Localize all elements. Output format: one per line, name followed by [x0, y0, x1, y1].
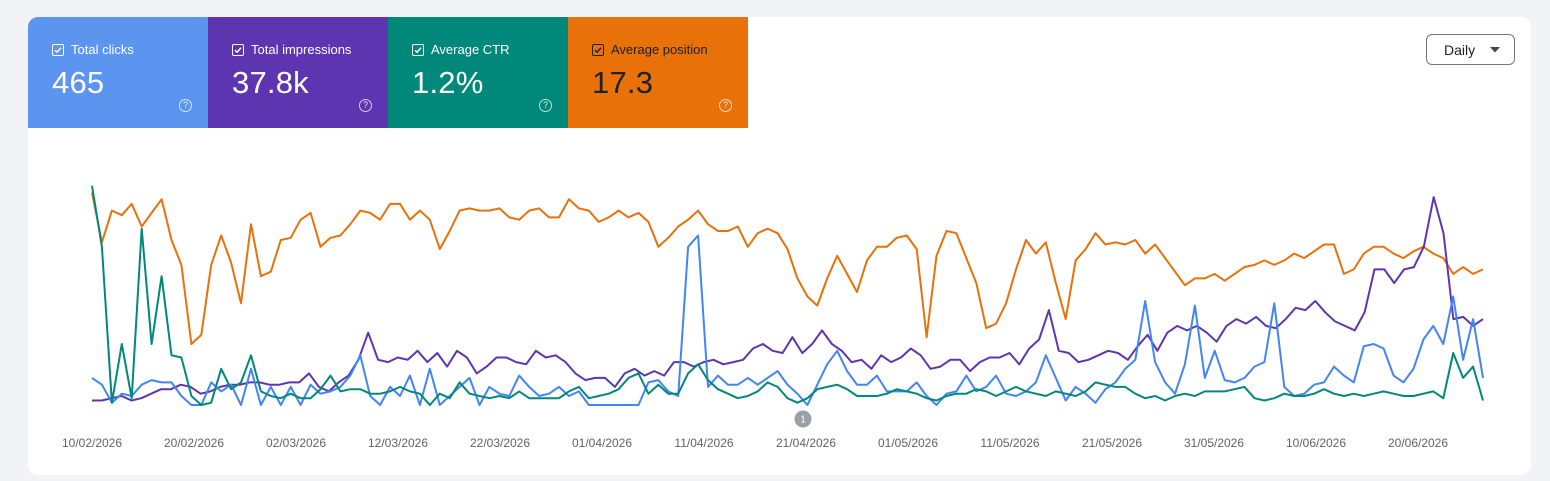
checkbox-checked-icon[interactable]	[232, 43, 244, 56]
x-tick-label: 10/06/2026	[1286, 436, 1346, 450]
series-line-total-clicks	[91, 234, 1484, 406]
annotation-badge-icon	[794, 410, 812, 428]
series-line-average-position	[91, 192, 1484, 345]
caret-down-icon	[1490, 47, 1500, 53]
metric-label: Total impressions	[251, 42, 352, 57]
x-tick-label: 31/05/2026	[1184, 436, 1244, 450]
x-tick-label: 20/06/2026	[1388, 436, 1448, 450]
x-axis-ticks: 10/02/2026 20/02/2026 02/03/2026 12/03/2026…	[62, 436, 1448, 450]
annotation-label: 1	[800, 415, 806, 426]
x-tick-label: 20/02/2026	[164, 436, 224, 450]
metric-average-position[interactable]: Average position 17.3 ?	[568, 17, 748, 128]
metric-average-ctr[interactable]: Average CTR 1.2% ?	[388, 17, 568, 128]
metric-value: 465	[52, 65, 105, 100]
checkbox-checked-icon[interactable]	[592, 43, 604, 56]
help-icon[interactable]: ?	[539, 99, 552, 112]
help-icon[interactable]: ?	[719, 99, 732, 112]
metric-label: Total clicks	[71, 42, 134, 57]
annotation-marker[interactable]: 1	[794, 410, 812, 428]
performance-card: Total clicks 465 ? Total impressions 37.…	[28, 17, 1531, 475]
help-icon[interactable]: ?	[359, 99, 372, 112]
metric-value: 37.8k	[232, 65, 309, 100]
metric-value: 17.3	[592, 65, 654, 100]
metric-label: Average position	[611, 42, 708, 57]
x-tick-label: 21/04/2026	[776, 436, 836, 450]
metric-cards: Total clicks 465 ? Total impressions 37.…	[28, 17, 748, 128]
x-tick-label: 11/04/2026	[674, 436, 733, 450]
series-line-total-impressions	[92, 196, 1484, 402]
x-tick-label: 02/03/2026	[266, 436, 326, 450]
checkbox-checked-icon[interactable]	[52, 43, 64, 56]
performance-line-chart: 10/02/2026 20/02/2026 02/03/2026 12/03/2026…	[62, 185, 1484, 450]
x-tick-label: 01/05/2026	[878, 436, 938, 450]
x-tick-label: 01/04/2026	[572, 436, 632, 450]
x-tick-label: 11/05/2026	[980, 436, 1039, 450]
x-tick-label: 21/05/2026	[1082, 436, 1142, 450]
granularity-selected: Daily	[1444, 41, 1476, 58]
checkbox-checked-icon[interactable]	[412, 43, 424, 56]
granularity-dropdown[interactable]: Daily	[1426, 34, 1515, 65]
metric-total-impressions[interactable]: Total impressions 37.8k ?	[208, 17, 388, 128]
x-tick-label: 12/03/2026	[368, 436, 428, 450]
x-tick-label: 10/02/2026	[62, 436, 122, 450]
series-line-average-ctr	[91, 185, 1484, 406]
x-tick-label: 22/03/2026	[470, 436, 530, 450]
metric-total-clicks[interactable]: Total clicks 465 ?	[28, 17, 208, 128]
metric-value: 1.2%	[412, 65, 484, 100]
help-icon[interactable]: ?	[179, 99, 192, 112]
metric-label: Average CTR	[431, 42, 510, 57]
series-layer	[91, 185, 1484, 406]
